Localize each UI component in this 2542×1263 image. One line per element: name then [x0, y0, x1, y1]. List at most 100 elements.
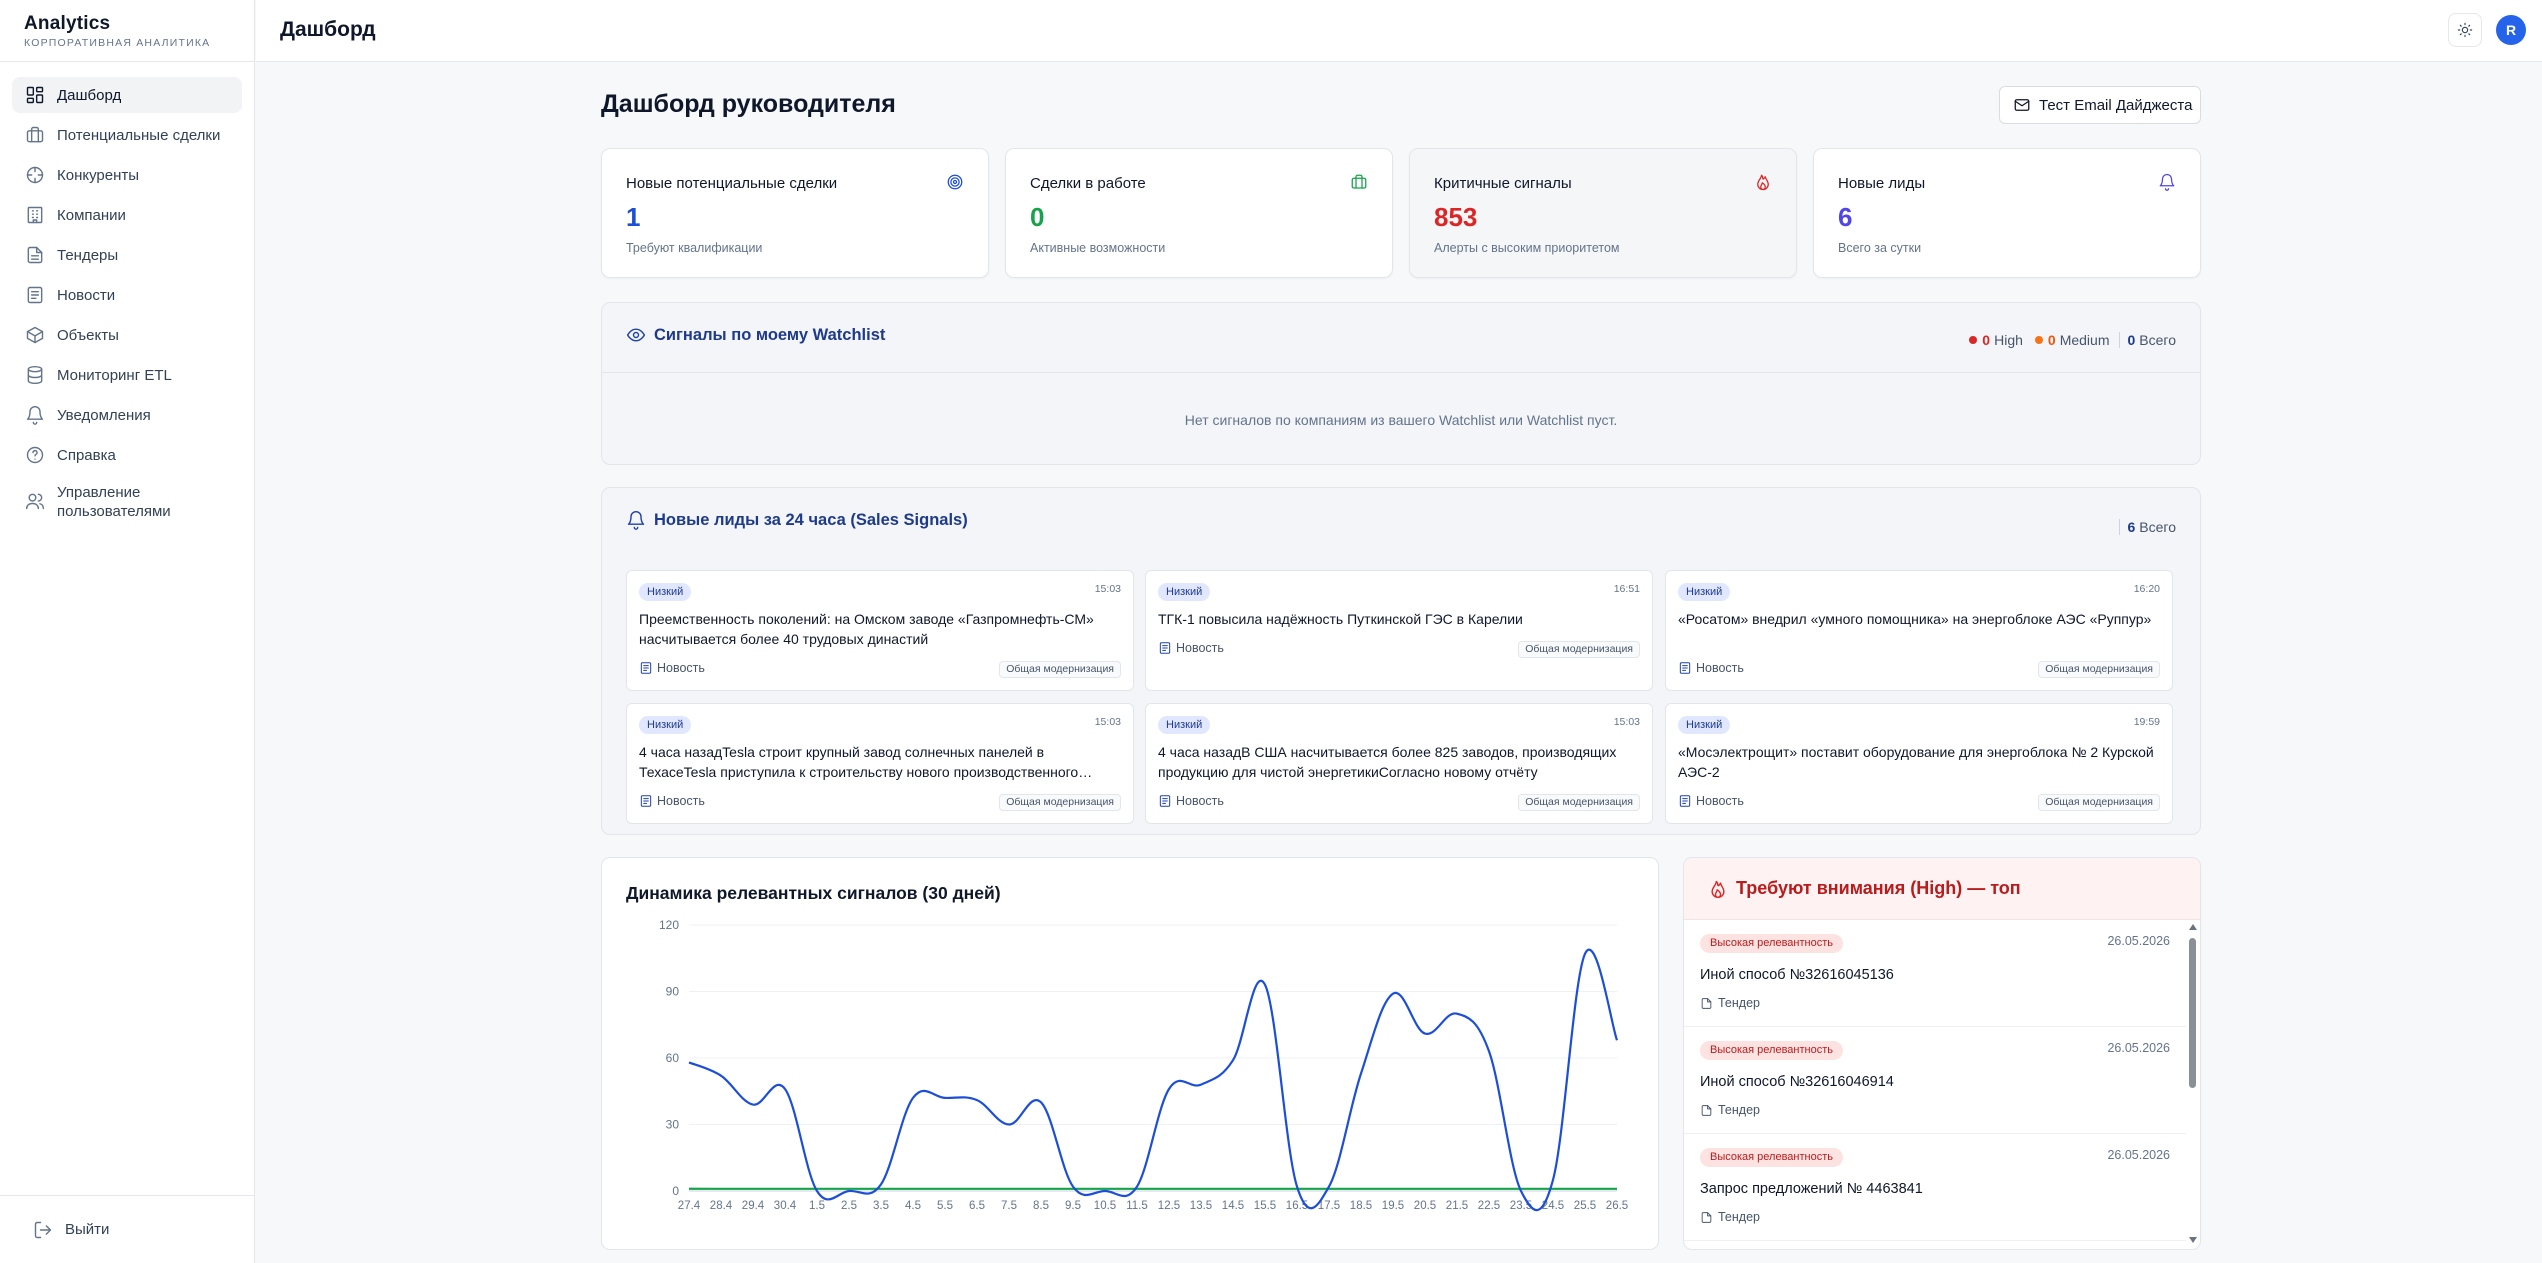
lead-time: 15:03	[1613, 716, 1640, 728]
divider	[602, 372, 2200, 373]
sidebar-item-label: Мониторинг ETL	[57, 366, 172, 384]
sidebar-item-etl-monitoring[interactable]: Мониторинг ETL	[12, 357, 242, 393]
attention-title-text[interactable]: Иной способ №32616045136	[1700, 967, 1894, 983]
x-tick-label: 14.5	[1222, 1200, 1244, 1212]
kpi-card-new-deals[interactable]: Новые потенциальные сделки 1 Требуют ква…	[601, 148, 989, 278]
lead-source: Новость	[1158, 794, 1224, 808]
lead-source: Новость	[639, 794, 705, 808]
attention-title-text[interactable]: Запрос предложений № 4463841	[1700, 1181, 1923, 1197]
lead-source-label: Новость	[1696, 794, 1744, 808]
x-tick-label: 13.5	[1190, 1200, 1212, 1212]
sidebar-item-tenders[interactable]: Тендеры	[12, 237, 242, 273]
scroll-up-icon[interactable]	[2189, 924, 2197, 930]
attention-item[interactable]: Высокая релевантность 26.05.2026 Иной спос…	[1684, 920, 2186, 1027]
lead-title[interactable]: 4 часа назадВ США насчитывается более 82…	[1158, 744, 1617, 780]
newspaper-icon	[639, 794, 653, 808]
priority-badge: Низкий	[1158, 583, 1211, 601]
lead-tag: Общая модернизация	[999, 661, 1121, 678]
sidebar-item-label: Справка	[57, 446, 116, 464]
kpi-label: Новые лиды	[1838, 175, 1926, 192]
x-tick-label: 27.4	[678, 1200, 701, 1212]
kpi-subtitle: Требуют квалификации	[626, 241, 763, 255]
x-tick-label: 28.4	[710, 1200, 733, 1212]
sidebar-item-news[interactable]: Новости	[12, 277, 242, 313]
x-tick-label: 6.5	[969, 1200, 985, 1212]
lead-source-label: Новость	[657, 794, 705, 808]
attention-type-label: Тендер	[1718, 1103, 1760, 1117]
attention-title-text[interactable]: Иной способ №32616046914	[1700, 1074, 1894, 1090]
x-tick-label: 24.5	[1542, 1200, 1564, 1212]
sidebar-item-label: Управление пользователями	[57, 484, 171, 520]
lead-title[interactable]: «Росатом» внедрил «умного помощника» на …	[1678, 611, 2152, 627]
series-line-0	[688, 948, 1619, 1212]
relevance-badge: Высокая релевантность	[1700, 1148, 1843, 1167]
avatar[interactable]: R	[2496, 15, 2526, 45]
sidebar-item-objects[interactable]: Объекты	[12, 317, 242, 353]
x-tick-label: 19.5	[1382, 1200, 1404, 1212]
scroll-down-icon[interactable]	[2189, 1237, 2197, 1243]
attention-type-label: Тендер	[1718, 1210, 1760, 1224]
attention-date: 26.05.2026	[2107, 1148, 2170, 1162]
lead-card[interactable]: Низкий 19:59 «Мосэлектрощит» поставит обор…	[1665, 703, 2173, 824]
kpi-card-new-leads[interactable]: Новые лиды 6 Всего за сутки	[1813, 148, 2201, 278]
crosshair-icon	[25, 165, 45, 185]
lead-card[interactable]: Низкий 15:03 4 часа назадВ США насчитывает…	[1145, 703, 1653, 824]
y-tick-label: 60	[666, 1051, 680, 1065]
database-icon	[25, 365, 45, 385]
lead-card[interactable]: Низкий 16:51 ТГК-1 повысила надёжность Пут…	[1145, 570, 1653, 691]
attention-type: Тендер	[1700, 996, 1760, 1010]
x-tick-label: 20.5	[1414, 1200, 1436, 1212]
lead-time: 16:20	[2133, 583, 2160, 595]
lead-card[interactable]: Низкий 15:03 Преемственность поколений: на…	[626, 570, 1134, 691]
brand-subtitle: Корпоративная аналитика	[24, 37, 211, 49]
brand[interactable]: Analytics Корпоративная аналитика	[0, 0, 254, 62]
medium-count: 0	[2047, 332, 2056, 348]
kpi-card-deals-in-progress[interactable]: Сделки в работе 0 Активные возможности	[1005, 148, 1393, 278]
sidebar-item-notifications[interactable]: Уведомления	[12, 397, 242, 433]
x-tick-label: 22.5	[1478, 1200, 1500, 1212]
lead-title[interactable]: ТГК-1 повысила надёжность Путкинской ГЭС…	[1158, 611, 1523, 627]
bell-icon	[626, 510, 646, 530]
lead-card[interactable]: Низкий 16:20 «Росатом» внедрил «умного пом…	[1665, 570, 2173, 691]
attention-item[interactable]: Высокая релевантность 26.05.2026 Иной спос…	[1684, 1027, 2186, 1134]
lead-title[interactable]: «Мосэлектрощит» поставит оборудование дл…	[1678, 744, 2154, 780]
sidebar-item-competitors[interactable]: Конкуренты	[12, 157, 242, 193]
sidebar-item-help[interactable]: Справка	[12, 437, 242, 473]
bell-icon	[25, 405, 45, 425]
sidebar-item-user-management[interactable]: Управление пользователями	[12, 477, 242, 529]
attention-list[interactable]: Высокая релевантность 26.05.2026 Иной спос…	[1684, 920, 2186, 1249]
lead-title[interactable]: Преемственность поколений: на Омском зав…	[639, 611, 1094, 647]
sidebar-item-dashboard[interactable]: Дашборд	[12, 77, 242, 113]
watchlist-stats: 0 High 0 Medium 0 Всего	[1969, 332, 2176, 348]
y-tick-label: 90	[666, 985, 680, 999]
x-tick-label: 21.5	[1446, 1200, 1468, 1212]
kpi-value: 853	[1434, 202, 1478, 232]
total-count: 0	[2127, 332, 2136, 348]
logout-button[interactable]: Выйти	[0, 1195, 254, 1263]
sidebar-item-deals[interactable]: Потенциальные сделки	[12, 117, 242, 153]
stat-divider	[2119, 332, 2121, 348]
x-tick-label: 25.5	[1574, 1200, 1596, 1212]
sidebar-item-companies[interactable]: Компании	[12, 197, 242, 233]
x-tick-label: 26.5	[1606, 1200, 1628, 1212]
x-tick-label: 1.5	[809, 1200, 825, 1212]
x-tick-label: 8.5	[1033, 1200, 1049, 1212]
x-tick-label: 16.5	[1286, 1200, 1308, 1212]
logout-icon	[33, 1220, 53, 1240]
lead-title[interactable]: 4 часа назадTesla строит крупный завод с…	[639, 744, 1079, 780]
brand-name: Analytics	[24, 13, 111, 34]
newspaper-icon	[1678, 661, 1692, 675]
test-email-digest-button[interactable]: Тест Email Дайджеста	[1999, 86, 2201, 124]
kpi-card-critical-signals[interactable]: Критичные сигналы 853 Алерты с высоким п…	[1409, 148, 1797, 278]
attention-scrollbar[interactable]	[2188, 922, 2198, 1245]
theme-toggle-button[interactable]	[2448, 13, 2482, 47]
scroll-thumb[interactable]	[2189, 938, 2196, 1088]
target-icon	[946, 173, 964, 191]
lead-source: Новость	[639, 661, 705, 675]
page-title: Дашборд руководителя	[601, 90, 896, 118]
leads-total-label: Всего	[2139, 519, 2176, 535]
attention-item[interactable]: Высокая релевантность 26.05.2026 Запрос пр…	[1684, 1134, 2186, 1241]
lead-card[interactable]: Низкий 15:03 4 часа назадTesla строит круп…	[626, 703, 1134, 824]
sidebar: Analytics Корпоративная аналитика Дашбор…	[0, 0, 255, 1263]
attention-type-label: Тендер	[1718, 996, 1760, 1010]
